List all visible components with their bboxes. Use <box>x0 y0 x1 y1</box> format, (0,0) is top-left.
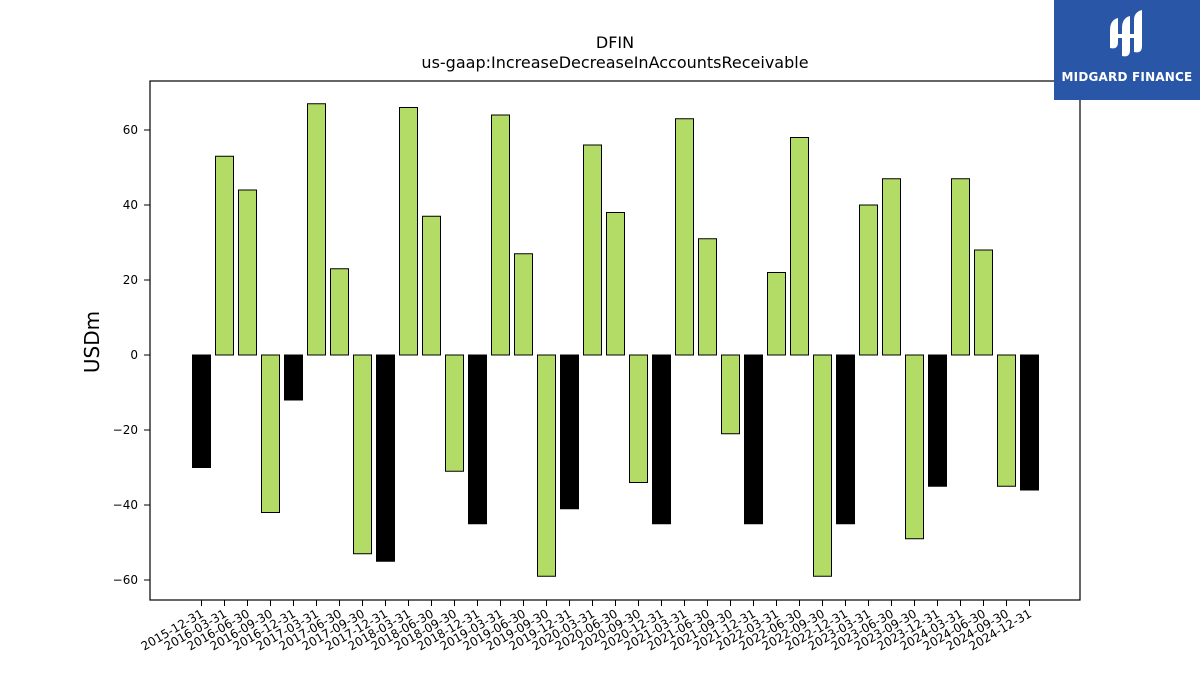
x-ticks-group: 2015-12-312016-03-312016-06-302016-09-30… <box>139 600 1034 653</box>
bar-2017-09-30 <box>353 354 372 555</box>
bar-2023-03-31 <box>859 204 878 356</box>
bar-2022-06-30 <box>790 137 809 356</box>
bar-2018-03-31 <box>399 107 418 356</box>
bar-2024-03-31 <box>951 178 970 356</box>
bar-2018-12-31 <box>468 354 487 525</box>
y-tick-label: −60 <box>113 573 138 587</box>
bar-2015-12-31 <box>192 354 211 468</box>
bar-2018-06-30 <box>422 215 441 356</box>
bar-2024-12-31 <box>1020 354 1039 491</box>
brand-name: MIDGARD FINANCE <box>1061 70 1193 84</box>
bar-2022-09-30 <box>813 354 832 577</box>
bar-2023-09-30 <box>905 354 924 540</box>
y-tick-label: −40 <box>113 498 138 512</box>
y-tick-label: 60 <box>123 123 138 137</box>
bar-2017-12-31 <box>376 354 395 562</box>
bar-2019-03-31 <box>491 114 510 356</box>
bar-2016-09-30 <box>261 354 280 513</box>
chart-title: DFIN <box>596 33 634 52</box>
bar-2017-03-31 <box>307 103 326 356</box>
bar-2022-03-31 <box>767 272 786 356</box>
bar-2016-12-31 <box>284 354 303 401</box>
bar-2023-12-31 <box>928 354 947 487</box>
y-tick-label: −20 <box>113 423 138 437</box>
bar-2021-06-30 <box>698 238 717 356</box>
y-tick-label: 0 <box>130 348 138 362</box>
bar-2020-09-30 <box>629 354 648 483</box>
bar-2016-06-30 <box>238 189 257 356</box>
bar-2017-06-30 <box>330 268 349 356</box>
bar-2023-06-30 <box>882 178 901 356</box>
chart-subtitle: us-gaap:IncreaseDecreaseInAccountsReceiv… <box>421 53 808 72</box>
bar-2021-03-31 <box>675 118 694 356</box>
brand-mark-icon <box>1110 10 1142 57</box>
bar-2020-03-31 <box>583 144 602 356</box>
bar-2018-09-30 <box>445 354 464 472</box>
bar-2019-06-30 <box>514 253 533 356</box>
plot-frame <box>149 80 1081 601</box>
y-tick-label: 20 <box>123 273 138 287</box>
y-ticks-group: −60 −40 −20 0 20 40 60 <box>113 123 150 587</box>
brand-logo: MIDGARD FINANCE <box>1054 0 1200 100</box>
bar-2019-09-30 <box>537 354 556 577</box>
bar-2020-12-31 <box>652 354 671 525</box>
bars-group <box>192 103 1039 577</box>
bar-2021-09-30 <box>721 354 740 435</box>
y-axis-label: USDm <box>80 311 104 373</box>
bar-2021-12-31 <box>744 354 763 525</box>
bar-2024-09-30 <box>997 354 1016 487</box>
bar-2020-06-30 <box>606 212 625 356</box>
bar-2022-12-31 <box>836 354 855 525</box>
y-tick-label: 40 <box>123 198 138 212</box>
bar-2019-12-31 <box>560 354 579 510</box>
bar-2024-06-30 <box>974 249 993 356</box>
bar-2016-03-31 <box>215 155 234 356</box>
